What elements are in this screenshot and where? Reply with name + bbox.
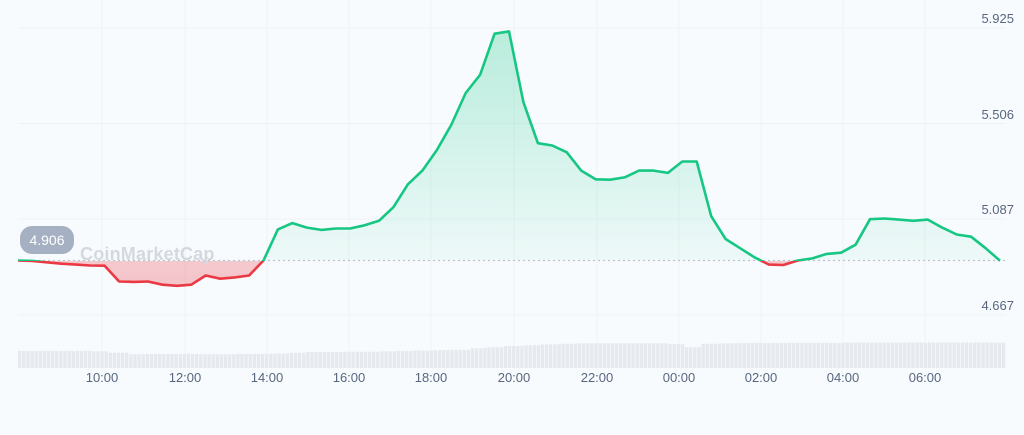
y-tick-label: 4.667 [981, 298, 1014, 313]
x-tick-label: 06:00 [908, 370, 942, 385]
x-tick-label: 20:00 [497, 370, 531, 385]
watermark: CoinMarketCap [80, 244, 215, 264]
x-tick-label: 10:00 [85, 370, 119, 385]
x-tick-label: 02:00 [744, 370, 778, 385]
reference-price-badge: 4.906 [20, 226, 74, 254]
x-tick-label: 04:00 [826, 370, 860, 385]
x-tick-label: 22:00 [580, 370, 614, 385]
y-tick-label: 5.506 [981, 106, 1014, 122]
x-tick-label: 14:00 [250, 370, 284, 385]
x-tick-label: 18:00 [414, 370, 448, 385]
y-tick-label: 5.925 [981, 11, 1014, 26]
volume-bars [18, 342, 1006, 368]
x-tick-label: 00:00 [662, 370, 696, 385]
grid-lines [18, 0, 1006, 368]
y-tick-label: 5.087 [981, 202, 1014, 218]
x-tick-label: 12:00 [168, 370, 202, 385]
x-tick-label: 16:00 [332, 370, 366, 385]
price-line [17, 30, 1001, 288]
price-area-fill [18, 31, 1000, 286]
